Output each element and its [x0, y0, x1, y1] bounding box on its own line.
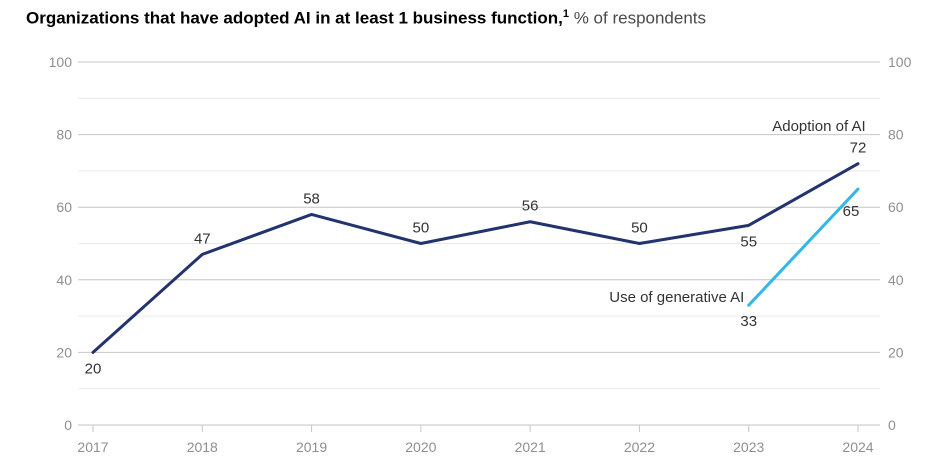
data-label-adoption-of-ai: 50 — [631, 220, 648, 237]
y-axis-label-left: 40 — [56, 272, 72, 288]
x-axis-label: 2020 — [405, 439, 436, 455]
data-label-adoption-of-ai: 55 — [740, 233, 757, 250]
data-label-adoption-of-ai: 50 — [413, 220, 430, 237]
y-axis-label-right: 100 — [888, 54, 912, 70]
data-label-use-of-generative-ai: 33 — [740, 313, 757, 330]
y-axis-label-left: 20 — [56, 344, 72, 360]
chart-title-unit: % of respondents — [568, 8, 707, 28]
data-label-adoption-of-ai: 58 — [303, 190, 320, 207]
data-label-use-of-generative-ai: 65 — [843, 203, 860, 220]
data-label-adoption-of-ai: 47 — [194, 230, 211, 247]
y-axis-label-left: 80 — [56, 127, 72, 143]
y-axis-label-left: 100 — [49, 54, 73, 70]
x-axis-label: 2017 — [77, 439, 108, 455]
y-axis-label-left: 0 — [64, 417, 72, 433]
y-axis-label-right: 40 — [888, 272, 904, 288]
x-axis-label: 2018 — [187, 439, 218, 455]
y-axis-label-left: 60 — [56, 199, 72, 215]
series-label-adoption-of-ai: Adoption of AI — [772, 118, 865, 135]
series-line-use-of-generative-ai — [747, 187, 860, 307]
y-axis-label-right: 20 — [888, 344, 904, 360]
y-axis-label-right: 60 — [888, 199, 904, 215]
x-axis-label: 2023 — [733, 439, 764, 455]
data-label-adoption-of-ai: 20 — [85, 360, 102, 377]
y-axis-label-right: 0 — [888, 417, 896, 433]
series-label-use-of-generative-ai: Use of generative AI — [609, 289, 744, 306]
x-axis-label: 2021 — [515, 439, 546, 455]
x-axis-label: 2024 — [842, 439, 873, 455]
x-axis-label: 2019 — [296, 439, 327, 455]
chart-title: Organizations that have adopted AI in at… — [26, 8, 706, 29]
chart-title-footnote-marker: 1 — [562, 8, 569, 20]
chart-title-main: Organizations that have adopted AI in at… — [26, 8, 563, 28]
data-label-adoption-of-ai: 72 — [850, 140, 867, 157]
y-axis-label-right: 80 — [888, 127, 904, 143]
series-line-adoption-of-ai — [91, 162, 860, 354]
x-axis-label: 2022 — [624, 439, 655, 455]
data-label-adoption-of-ai: 56 — [522, 198, 539, 215]
